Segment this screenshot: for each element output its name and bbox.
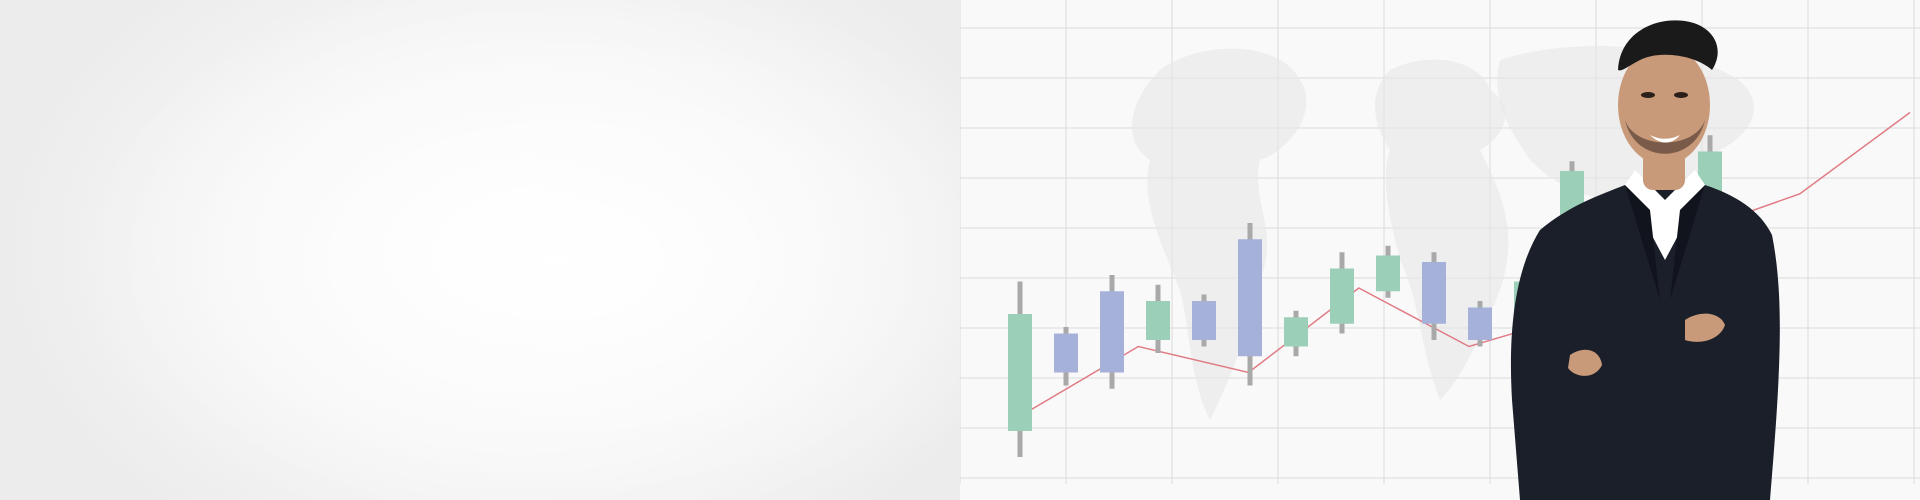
businessman-photo xyxy=(1510,20,1780,500)
candlestick-chart xyxy=(960,0,1920,500)
suit-lapel-left xyxy=(1625,185,1660,300)
candle-body xyxy=(1238,239,1262,357)
hair xyxy=(1618,20,1718,71)
candle-body xyxy=(1376,255,1400,292)
candle-body xyxy=(1468,307,1492,340)
candle-body xyxy=(1192,301,1216,340)
candle-body xyxy=(1146,301,1170,340)
candle-body xyxy=(1422,262,1446,324)
suit-lapel-right xyxy=(1670,185,1705,300)
beard-shadow xyxy=(1625,120,1705,154)
candle-body xyxy=(1008,314,1032,431)
hand-right xyxy=(1685,313,1725,342)
banner-copy-space xyxy=(0,0,960,500)
hand-left xyxy=(1568,349,1602,376)
candle-body xyxy=(1330,268,1354,324)
eye-right xyxy=(1674,92,1688,98)
candle-body xyxy=(1054,333,1078,373)
trend-line xyxy=(1027,111,1911,413)
shirt-collar xyxy=(1625,170,1705,260)
candle-body xyxy=(1100,291,1124,373)
candle-body xyxy=(1284,317,1308,347)
crossed-arms xyxy=(1526,327,1776,399)
eye-left xyxy=(1641,92,1655,98)
world-map-europe-africa xyxy=(1375,59,1509,400)
stock-chart-background xyxy=(960,0,1920,500)
smile xyxy=(1650,135,1680,143)
world-map-americas xyxy=(1131,48,1307,421)
face xyxy=(1618,45,1710,165)
